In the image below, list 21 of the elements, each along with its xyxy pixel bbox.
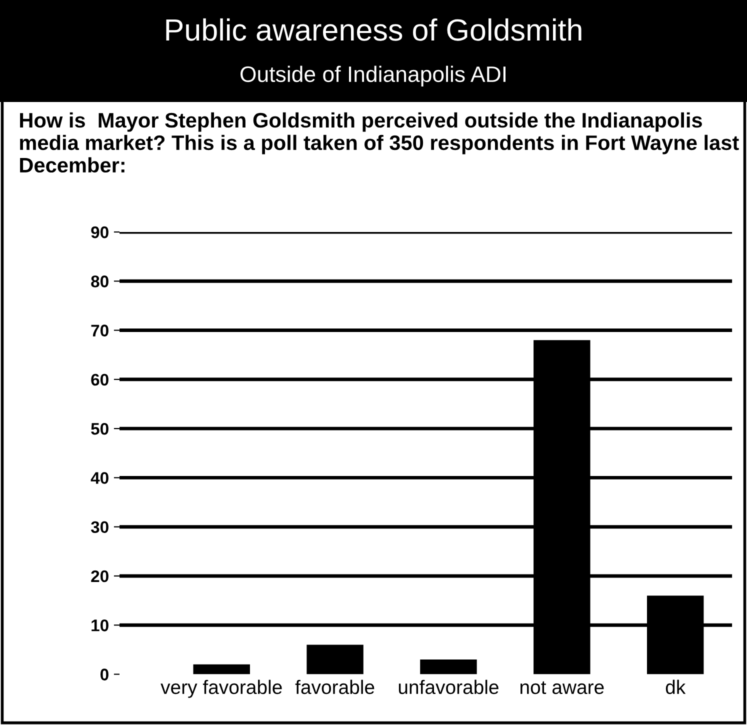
- x-tick-label: unfavorable: [398, 680, 498, 694]
- y-tick-label: 0: [100, 668, 108, 680]
- text: How is Mayor Stephen Goldsmith perceived outside the Indianapolis media market? This is a poll taken of 350 respondents in Fort Wayne last December:: [20, 112, 739, 173]
- y-tick-label: 90: [91, 226, 108, 238]
- y-tick-label: 60: [91, 374, 108, 386]
- y-tick-label: 10: [92, 620, 108, 632]
- y-tick-label: 70: [91, 324, 108, 336]
- bar: [306, 644, 364, 674]
- chart-title: Public awareness of Goldsmith: [166, 18, 582, 41]
- y-tick-label: 30: [90, 521, 108, 534]
- x-tick-label: very favorable: [160, 680, 282, 698]
- bar: [193, 664, 250, 674]
- chart-subtitle: Outside of Indianapolis ADI: [240, 66, 506, 86]
- bar: [420, 660, 477, 674]
- y-tick-label: 20: [91, 570, 108, 582]
- x-tick-label: dk: [666, 680, 686, 694]
- x-tick-label: not aware: [520, 681, 604, 694]
- y-tick-label: 50: [91, 422, 108, 435]
- y-tick-label: 40: [90, 472, 108, 484]
- x-tick-label: favorable: [295, 680, 374, 694]
- y-tick-label: 80: [91, 276, 108, 288]
